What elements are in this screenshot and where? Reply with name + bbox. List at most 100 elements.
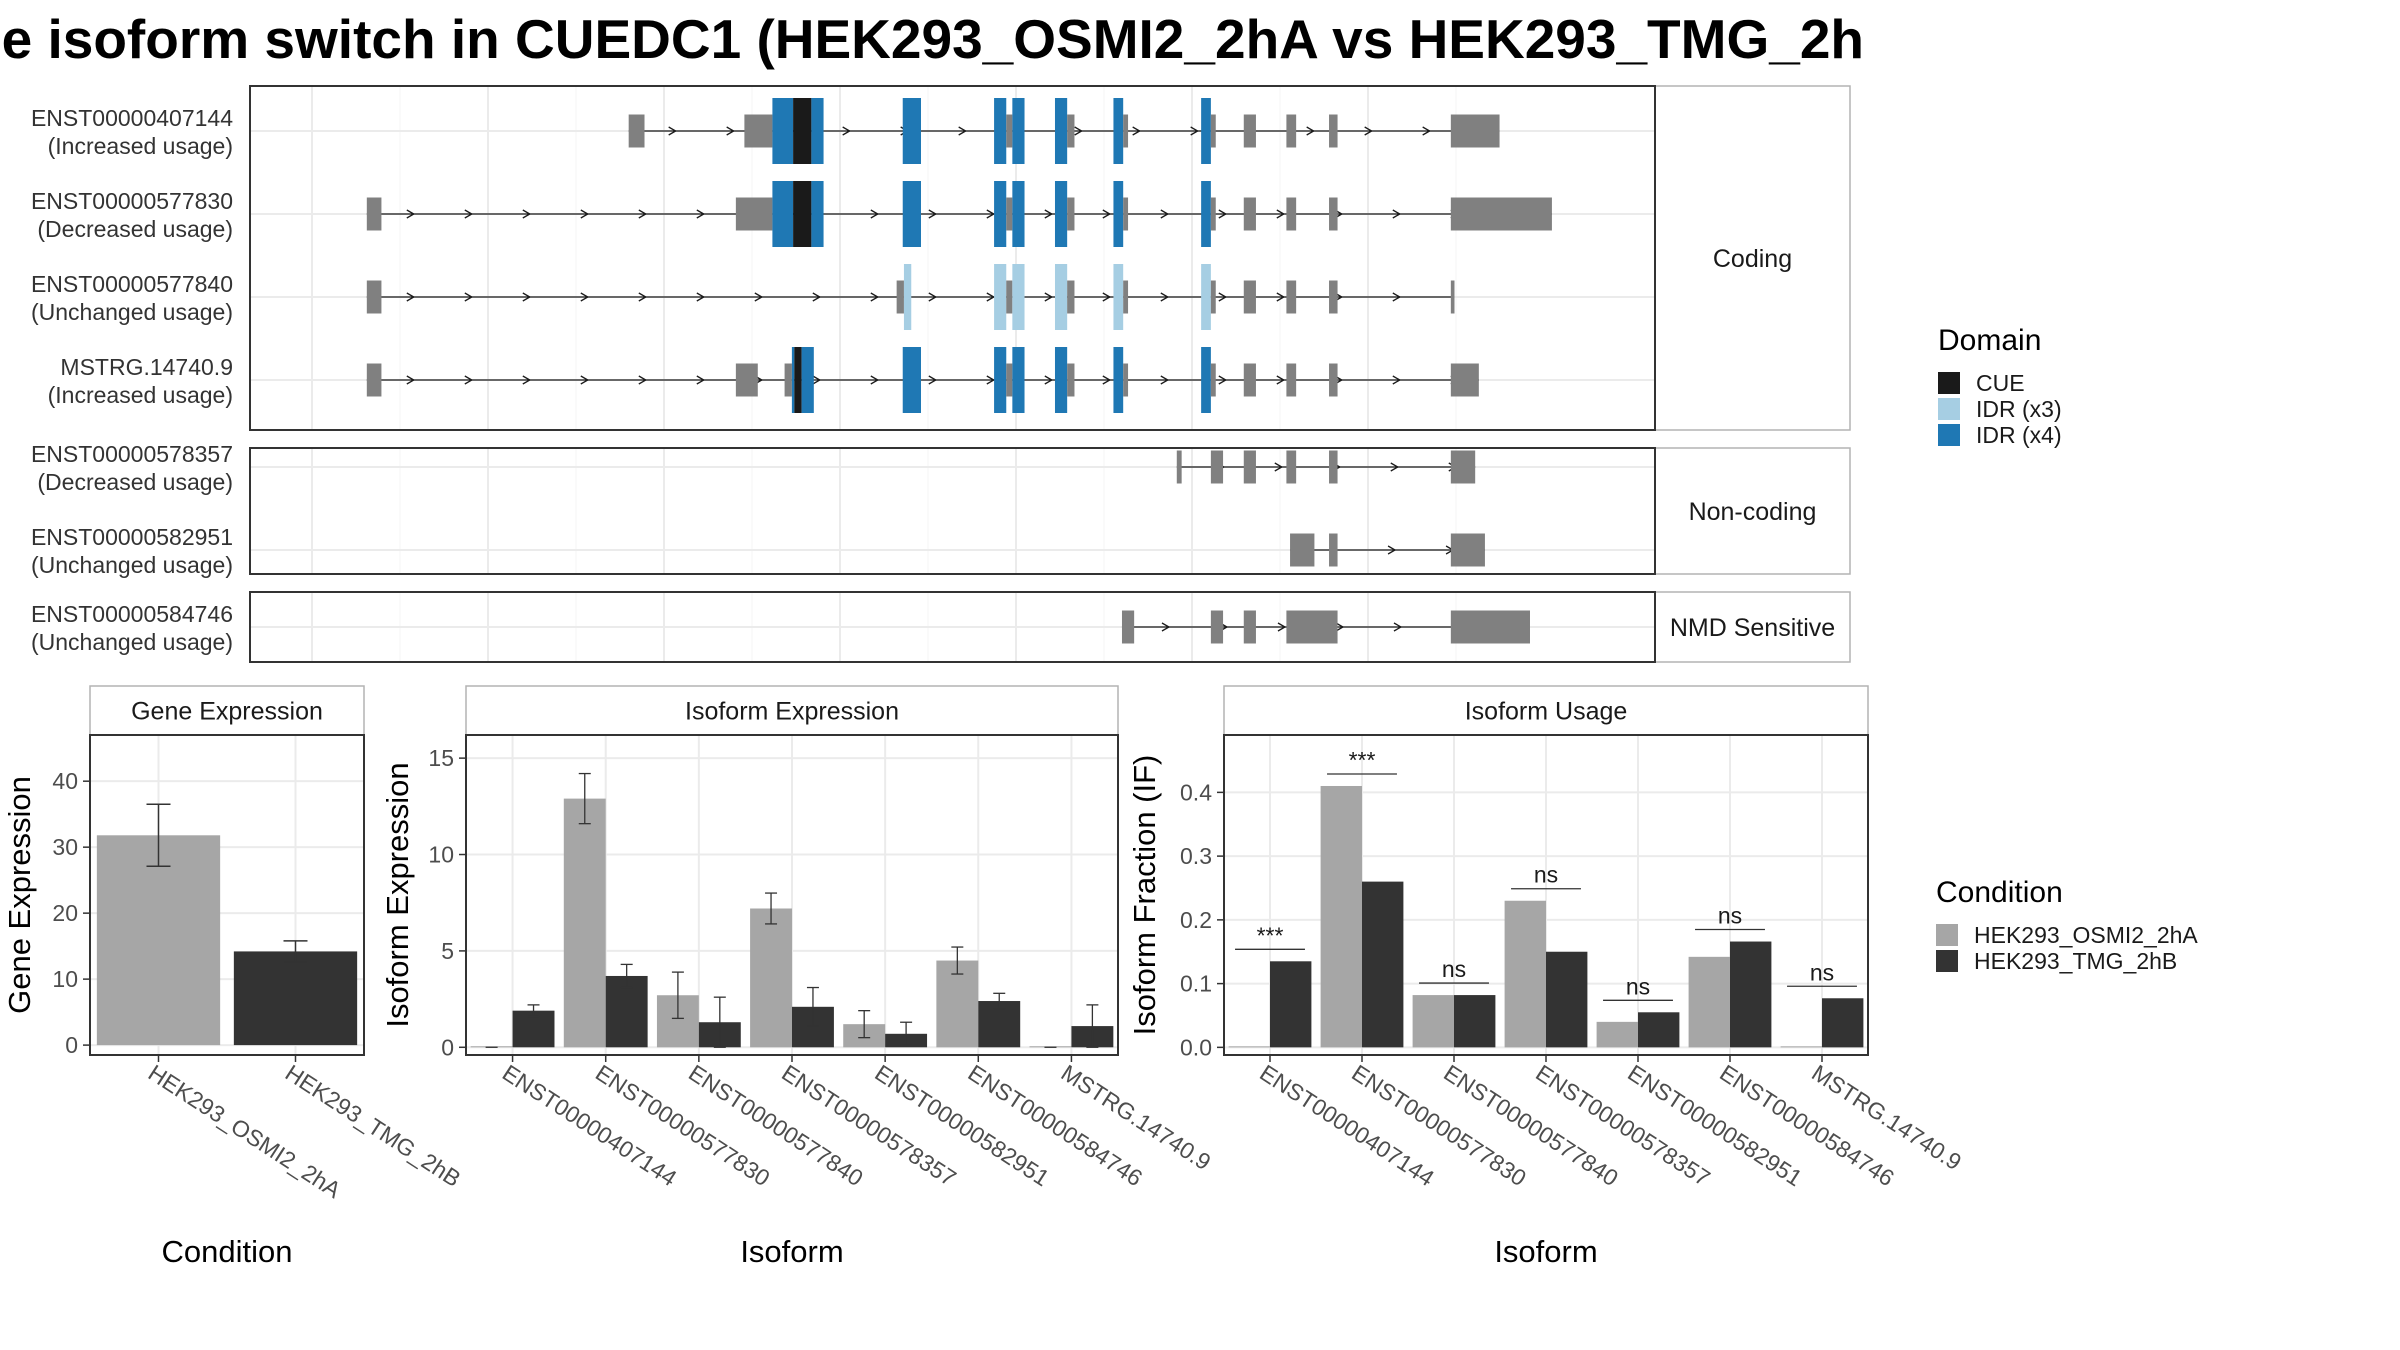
exon-domain-idr-x4- bbox=[1054, 347, 1068, 413]
exon-domain-idr-x4- bbox=[1201, 181, 1211, 247]
transcript-track: ENST00000584746(Unchanged usage) bbox=[31, 601, 1655, 655]
legend-label: HEK293_TMG_2hB bbox=[1974, 948, 2177, 974]
bar bbox=[1270, 961, 1312, 1048]
bar bbox=[1730, 941, 1772, 1048]
exon-utr bbox=[1123, 280, 1129, 314]
y-tick-label: 15 bbox=[428, 745, 454, 771]
transcript-id-label: ENST00000584746 bbox=[31, 601, 233, 627]
transcript-track: MSTRG.14740.9(Increased usage) bbox=[48, 347, 1655, 413]
strand-arrow bbox=[406, 375, 416, 385]
exon-domain-idr-x3- bbox=[1012, 264, 1025, 330]
exon-domain-idr-x4- bbox=[902, 181, 921, 247]
facet-panel-background bbox=[250, 86, 1655, 430]
facet-strip-label: Coding bbox=[1713, 245, 1792, 273]
strand-arrow bbox=[696, 209, 706, 219]
legend-swatch bbox=[1938, 372, 1960, 394]
x-tick-label: ENST00000584746 bbox=[1715, 1059, 1899, 1191]
strand-arrow bbox=[1102, 375, 1112, 385]
y-tick-label: 0 bbox=[441, 1034, 454, 1060]
exon-utr bbox=[1286, 363, 1297, 397]
x-tick-label: ENST00000578357 bbox=[777, 1059, 961, 1191]
exon-domain-idr-x4- bbox=[1201, 98, 1211, 164]
exon-utr bbox=[1067, 114, 1075, 148]
exon-utr bbox=[1286, 197, 1297, 231]
y-tick-label: 0.0 bbox=[1180, 1034, 1212, 1060]
strand-arrow bbox=[1190, 126, 1199, 136]
facet-panel-border bbox=[249, 85, 1656, 431]
exon-utr bbox=[1006, 114, 1013, 148]
facet-strip bbox=[1654, 591, 1851, 663]
y-tick-label: 40 bbox=[52, 768, 78, 794]
bar bbox=[563, 798, 606, 1048]
y-tick-label: 0.3 bbox=[1180, 843, 1212, 869]
exon-domain-idr-x4- bbox=[1113, 181, 1124, 247]
strand-arrow bbox=[580, 292, 590, 302]
exon-utr bbox=[1210, 450, 1224, 484]
exon-domain-idr-x4- bbox=[811, 98, 824, 164]
exon-domain-cue bbox=[793, 181, 812, 247]
x-tick-label: ENST00000577840 bbox=[684, 1059, 868, 1191]
legend-label: IDR (x3) bbox=[1976, 396, 2062, 422]
exon-utr bbox=[1286, 280, 1297, 314]
exon-utr bbox=[1450, 533, 1485, 567]
plot-border bbox=[465, 734, 1119, 1056]
chart-title: Isoform Usage bbox=[1465, 698, 1628, 726]
strand-arrow bbox=[870, 209, 880, 219]
strand-arrow bbox=[580, 209, 590, 219]
exon-utr bbox=[1067, 197, 1075, 231]
x-tick-label: ENST00000582951 bbox=[1623, 1059, 1807, 1191]
transcript-usage-label: (Increased usage) bbox=[48, 382, 233, 408]
strand-arrow bbox=[986, 292, 996, 302]
exon-utr bbox=[1121, 610, 1135, 644]
facet-strip-label: Non-coding bbox=[1689, 498, 1817, 526]
exon-utr bbox=[1329, 450, 1338, 484]
exon-utr bbox=[628, 114, 645, 148]
exon-domain-idr-x4- bbox=[1113, 98, 1124, 164]
strand-arrow bbox=[696, 292, 706, 302]
y-axis-title: Gene Expression bbox=[2, 776, 37, 1014]
x-tick-label: ENST00000407144 bbox=[498, 1059, 682, 1191]
strand-arrow bbox=[1276, 292, 1286, 302]
exon-utr bbox=[1123, 114, 1129, 148]
strand-arrow bbox=[1161, 622, 1171, 632]
strand-arrow bbox=[1132, 126, 1141, 136]
exon-domain-idr-x4- bbox=[811, 181, 824, 247]
strand-arrow bbox=[958, 126, 967, 136]
exon-utr bbox=[1450, 363, 1479, 397]
exon-utr bbox=[1123, 197, 1129, 231]
exon-utr bbox=[1176, 450, 1182, 484]
transcript-id-label: MSTRG.14740.9 bbox=[60, 354, 233, 380]
significance-label: *** bbox=[1349, 747, 1376, 773]
strand-arrow bbox=[668, 126, 677, 136]
transcript-id-label: ENST00000582951 bbox=[31, 524, 233, 550]
x-tick-label: ENST00000582951 bbox=[870, 1059, 1054, 1191]
exon-utr bbox=[735, 197, 773, 231]
facet-non-coding: Non-coding ENST00000578357(Decreased usag… bbox=[31, 441, 1851, 578]
exon-domain-idr-x4- bbox=[902, 98, 921, 164]
exon-domain-idr-x4- bbox=[801, 347, 814, 413]
chart-title: Gene Expression bbox=[131, 698, 323, 726]
bar bbox=[1780, 1046, 1822, 1048]
strand-arrow bbox=[1044, 292, 1054, 302]
exon-utr bbox=[1210, 280, 1216, 314]
strand-arrow bbox=[986, 375, 996, 385]
strand-arrow bbox=[1102, 292, 1112, 302]
bar bbox=[1822, 998, 1864, 1048]
bar bbox=[233, 951, 358, 1046]
exon-domain-idr-x3- bbox=[1113, 264, 1124, 330]
facet-nmd-sensitive: NMD Sensitive ENST00000584746(Unchanged u… bbox=[31, 591, 1851, 663]
strand-arrow bbox=[1160, 292, 1170, 302]
chart-strip bbox=[1223, 685, 1869, 736]
strand-arrow bbox=[1306, 126, 1315, 136]
y-tick-label: 5 bbox=[441, 938, 454, 964]
exon-utr bbox=[1210, 114, 1216, 148]
facet-panel-background bbox=[250, 448, 1655, 574]
bar bbox=[96, 835, 221, 1046]
x-tick-label: ENST00000407144 bbox=[1255, 1059, 1439, 1191]
strand-arrow bbox=[1274, 462, 1284, 472]
exon-utr bbox=[1329, 363, 1338, 397]
strand-arrow bbox=[1102, 209, 1112, 219]
strand-arrow bbox=[928, 209, 938, 219]
